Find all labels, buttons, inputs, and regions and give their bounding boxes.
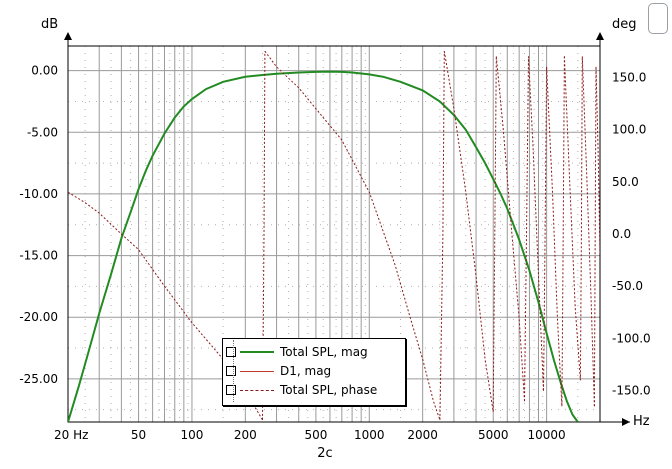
y-tick-label: 0.00 (31, 64, 58, 78)
x-axis-tick-labels: 20 Hz 50 100 200 500 1000 2000 5000 10000 (54, 428, 566, 442)
y-tick-label: -25.00 (19, 372, 58, 386)
y2-tick-label: 100.0 (612, 123, 646, 137)
x-tick-label: 20 Hz (54, 428, 88, 442)
legend-checkbox[interactable] (226, 347, 236, 357)
y2-axis-unit-label: deg (612, 17, 637, 32)
x-axis-unit-label: Hz (633, 414, 650, 429)
y-axis-tick-labels: 0.00 -5.00 -10.00 -15.00 -20.00 -25.00 (19, 64, 58, 386)
y2-tick-label: 50.0 (612, 175, 639, 189)
phase-series-segment (495, 56, 525, 402)
legend-swatch (240, 370, 274, 372)
x-tick-label: 50 (131, 428, 146, 442)
x-tick-label: 5000 (478, 428, 509, 442)
y2-tick-label: 150.0 (612, 70, 646, 84)
legend-swatch (240, 351, 274, 353)
x-tick-label: 10000 (528, 428, 566, 442)
legend-checkbox[interactable] (226, 385, 236, 395)
phase-series-segment (528, 56, 544, 391)
y-tick-label: -20.00 (19, 310, 58, 324)
phase-series-segment (563, 56, 581, 381)
plot-border (67, 45, 601, 423)
x-tick-label: 100 (180, 428, 203, 442)
phase-series-segment (581, 56, 595, 407)
y2-axis-tick-labels: 150.0 100.0 50.0 0.0 -50.0 -100.0 -150.0 (612, 70, 651, 397)
y2-tick-label: -150.0 (612, 384, 651, 398)
panel-toggle-button[interactable] (648, 3, 668, 34)
legend-label: Total SPL, phase (280, 383, 378, 397)
legend[interactable]: Total SPL, mag D1, mag Total SPL, phase (222, 338, 406, 406)
phase-series-segment (492, 56, 497, 412)
phase-series-segment (439, 51, 445, 420)
legend-item-d1-mag[interactable]: D1, mag (223, 362, 405, 380)
y2-tick-label: -100.0 (612, 331, 651, 345)
sub-caption: 2c (317, 446, 333, 461)
plot-frame (64, 32, 630, 426)
phase-series-segment (443, 51, 494, 412)
y2-axis-arrow-head (596, 32, 604, 40)
y2-tick-label: 0.0 (612, 227, 631, 241)
phase-series-segment (561, 56, 565, 407)
y-axis-unit-label: dB (41, 17, 58, 32)
legend-item-total-spl-phase[interactable]: Total SPL, phase (223, 381, 405, 399)
legend-item-total-spl-mag[interactable]: Total SPL, mag (223, 343, 405, 361)
phase-series-segment (524, 56, 529, 402)
phase-series-segment (579, 56, 583, 381)
phase-series-segment (546, 66, 563, 407)
legend-checkbox[interactable] (226, 366, 236, 376)
phase-series-segment (264, 50, 441, 421)
phase-series-segment (543, 66, 548, 391)
series-layer (68, 50, 600, 422)
x-tick-label: 200 (234, 428, 257, 442)
legend-label: Total SPL, mag (280, 345, 368, 359)
y2-tick-label: -50.0 (612, 279, 643, 293)
phase-series-segment (593, 66, 597, 407)
y-tick-label: -5.00 (27, 125, 58, 139)
y-tick-label: -10.00 (19, 187, 58, 201)
y-tick-label: -15.00 (19, 249, 58, 263)
x-tick-label: 2000 (407, 428, 438, 442)
phase-series-segment (595, 66, 600, 255)
legend-divider (233, 340, 234, 402)
x-tick-label: 500 (304, 428, 327, 442)
y-axis-arrow-head (64, 32, 72, 40)
x-axis-arrow-head (622, 418, 630, 426)
x-tick-label: 1000 (354, 428, 385, 442)
legend-label: D1, mag (280, 364, 332, 378)
legend-swatch (240, 389, 274, 391)
